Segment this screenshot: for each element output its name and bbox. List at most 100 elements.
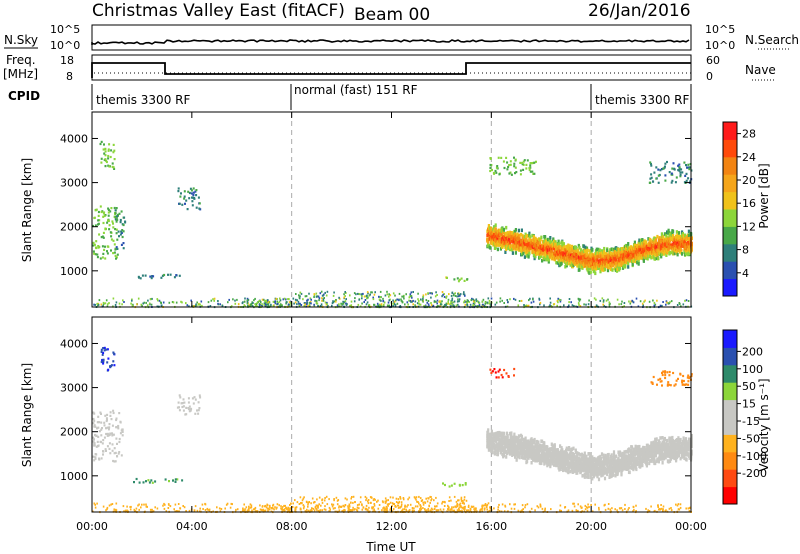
echo-cell xyxy=(508,247,511,252)
echo-cell xyxy=(668,171,671,174)
echo-cell xyxy=(236,508,239,511)
echo-cell xyxy=(457,507,460,510)
echo-cell xyxy=(619,247,622,251)
echo-cell xyxy=(294,298,297,301)
echo-cell xyxy=(451,304,453,307)
echo-cell xyxy=(577,503,579,506)
echo-cell xyxy=(677,164,680,167)
echo-cell xyxy=(119,218,122,222)
echo-cell xyxy=(112,433,115,436)
echo-cell xyxy=(456,277,459,280)
echo-cell xyxy=(109,432,112,435)
echo-cell xyxy=(529,170,532,173)
echo-cell xyxy=(513,507,516,510)
nsky-label: N.Sky xyxy=(4,33,38,47)
echo-cell xyxy=(501,299,503,302)
echo-cell xyxy=(97,444,100,447)
echo-cell xyxy=(685,299,688,302)
echo-cell xyxy=(113,364,116,367)
echo-cell xyxy=(554,242,557,247)
echo-cell xyxy=(652,240,655,245)
echo-cell xyxy=(340,302,342,305)
echo-cell xyxy=(521,161,524,164)
echo-cell xyxy=(130,302,132,305)
echo-cell xyxy=(110,503,112,506)
echo-cell xyxy=(122,299,124,302)
echo-cell xyxy=(629,258,632,263)
echo-cell xyxy=(603,267,607,272)
echo-cell xyxy=(102,252,105,255)
echo-cell xyxy=(637,305,640,308)
echo-cell xyxy=(290,502,292,505)
echo-cell xyxy=(467,506,470,508)
echo-cell xyxy=(264,301,266,304)
echo-cell xyxy=(686,166,689,169)
echo-cell xyxy=(274,302,277,305)
echo-cell xyxy=(505,246,508,250)
echo-cell xyxy=(543,256,546,260)
echo-cell xyxy=(430,296,432,299)
echo-cell xyxy=(656,234,659,239)
echo-cell xyxy=(414,505,417,508)
echo-cell xyxy=(456,503,459,505)
echo-cell xyxy=(660,254,663,259)
echo-cell xyxy=(534,509,536,512)
echo-cell xyxy=(115,417,118,420)
echo-cell xyxy=(653,301,656,304)
echo-cell xyxy=(509,503,511,506)
echo-cell xyxy=(306,501,308,504)
echo-cell xyxy=(639,300,642,303)
echo-cell xyxy=(362,506,365,509)
echo-cell xyxy=(596,258,599,263)
echo-cell xyxy=(103,143,105,146)
echo-cell xyxy=(678,245,681,249)
echo-cell xyxy=(588,299,590,302)
echo-cell xyxy=(388,293,390,296)
echo-cell xyxy=(623,302,626,304)
echo-cell xyxy=(184,413,187,416)
echo-cell xyxy=(678,167,681,170)
echo-cell xyxy=(131,298,133,301)
echo-cell xyxy=(643,239,646,243)
echo-cell xyxy=(685,249,688,254)
echo-cell xyxy=(687,383,690,386)
echo-cell xyxy=(197,409,200,412)
echo-cell xyxy=(684,239,687,244)
echo-cell xyxy=(307,510,310,513)
echo-cell xyxy=(496,452,499,457)
echo-cell xyxy=(496,247,499,252)
y-tick-label: 1000 xyxy=(60,265,88,278)
echo-cell xyxy=(193,396,196,399)
echo-cell xyxy=(344,504,347,507)
echo-cell xyxy=(117,427,120,430)
echo-cell xyxy=(272,305,275,308)
echo-cell xyxy=(359,496,362,499)
echo-cell xyxy=(172,479,174,482)
echo-cell xyxy=(115,246,118,249)
echo-cell xyxy=(109,452,112,455)
echo-cell xyxy=(564,264,567,269)
echo-cell xyxy=(116,238,119,241)
echo-cell xyxy=(102,351,105,354)
echo-cell xyxy=(453,278,456,281)
echo-cell xyxy=(338,296,340,299)
echo-cell xyxy=(666,242,669,247)
echo-band xyxy=(486,428,693,482)
echo-cell xyxy=(121,434,124,437)
echo-cell xyxy=(502,227,505,232)
echo-cell xyxy=(178,394,181,397)
echo-cell xyxy=(138,508,140,511)
echo-cell xyxy=(323,297,325,299)
echo-cell xyxy=(102,358,105,361)
echo-cell xyxy=(156,298,159,301)
echo-cell xyxy=(366,297,368,300)
echo-cell xyxy=(594,271,597,276)
echo-cell xyxy=(107,154,110,158)
echo-cell xyxy=(648,300,651,303)
echo-cell xyxy=(448,485,451,488)
echo-cell xyxy=(386,507,388,510)
echo-cell xyxy=(419,303,422,306)
echo-cell xyxy=(120,231,123,234)
echo-cell xyxy=(310,298,312,301)
echo-cell xyxy=(113,167,116,170)
